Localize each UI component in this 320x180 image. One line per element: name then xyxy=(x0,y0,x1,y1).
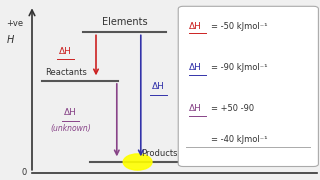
FancyBboxPatch shape xyxy=(178,6,318,166)
Circle shape xyxy=(123,154,152,170)
Text: = +50 -90: = +50 -90 xyxy=(211,104,254,113)
Text: ΔH: ΔH xyxy=(189,22,202,31)
Text: Reactants: Reactants xyxy=(45,68,87,77)
Text: = -50 kJmol⁻¹: = -50 kJmol⁻¹ xyxy=(211,22,268,31)
Text: = -40 kJmol⁻¹: = -40 kJmol⁻¹ xyxy=(211,135,268,144)
Text: ΔH: ΔH xyxy=(189,63,202,72)
Text: ΔH: ΔH xyxy=(64,108,77,117)
Text: Products: Products xyxy=(141,149,177,158)
Text: +ve: +ve xyxy=(6,19,24,28)
Text: ΔH: ΔH xyxy=(189,104,202,113)
Text: 0: 0 xyxy=(22,168,27,177)
Text: = -90 kJmol⁻¹: = -90 kJmol⁻¹ xyxy=(211,63,268,72)
Text: ΔH: ΔH xyxy=(152,82,165,91)
Text: H: H xyxy=(6,35,14,45)
Text: Elements: Elements xyxy=(102,17,148,27)
Text: (unknown): (unknown) xyxy=(50,124,91,133)
Text: ΔH: ΔH xyxy=(59,47,72,56)
